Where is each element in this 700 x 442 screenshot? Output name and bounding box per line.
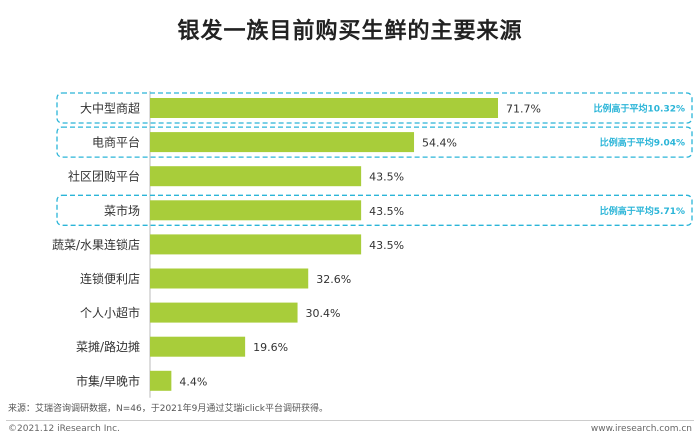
category-label: 菜市场 — [104, 203, 140, 218]
highlight-box-0 — [56, 92, 693, 124]
bar — [150, 336, 246, 357]
bar — [150, 166, 362, 187]
value-label: 43.5% — [369, 205, 404, 218]
source-note: 来源：艾瑞咨询调研数据，N=46，于2021年9月通过艾瑞iclick平台调研获… — [8, 404, 328, 414]
category-label: 连锁便利店 — [80, 271, 140, 286]
bar — [150, 302, 298, 323]
bar — [150, 200, 362, 221]
footer-divider — [6, 420, 694, 421]
category-label: 个人小超市 — [80, 305, 140, 320]
category-label: 蔬菜/水果连锁店 — [52, 237, 140, 252]
value-label: 54.4% — [422, 137, 457, 150]
category-label: 菜摊/路边摊 — [76, 339, 140, 354]
category-label: 大中型商超 — [80, 101, 140, 116]
highlight-box-2 — [56, 194, 693, 226]
value-label: 4.4% — [179, 375, 207, 388]
bar — [150, 98, 498, 118]
bar — [150, 370, 172, 391]
category-label: 市集/早晚市 — [76, 373, 140, 388]
bar-chart: 大中型商超 71.7% 电商平台 54.4% 社区团购平台 43.5% 菜市场 43.5% 蔬菜… — [52, 91, 693, 398]
bar — [150, 268, 309, 289]
value-label: 71.7% — [506, 103, 541, 116]
value-label: 32.6% — [316, 273, 351, 286]
highlight-annotation: 比例高于平均9.04% — [600, 137, 685, 149]
bar — [150, 234, 362, 255]
category-label: 社区团购平台 — [68, 169, 140, 184]
category-label: 电商平台 — [92, 135, 140, 150]
value-label: 43.5% — [369, 239, 404, 252]
value-label: 19.6% — [253, 341, 288, 354]
value-label: 43.5% — [369, 171, 404, 184]
chart-title: 银发一族目前购买生鲜的主要来源 — [177, 19, 523, 44]
website-link[interactable]: www.iresearch.com.cn — [590, 424, 692, 434]
highlight-box-1 — [56, 126, 693, 158]
value-label: 30.4% — [306, 307, 341, 320]
highlight-annotation: 比例高于平均5.71% — [600, 205, 685, 217]
highlight-annotation: 比例高于平均10.32% — [594, 103, 686, 115]
bar — [150, 132, 415, 153]
copyright-text: ©2021.12 iResearch Inc. — [8, 424, 120, 434]
